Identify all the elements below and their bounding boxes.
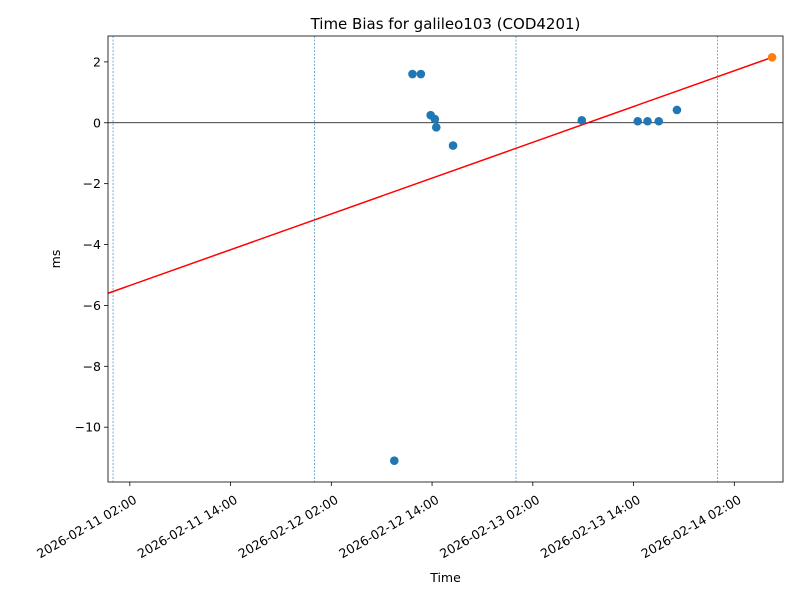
chart-title: Time Bias for galileo103 (COD4201) [310,15,581,33]
data-point [643,116,652,126]
vertical-marker-lines [112,36,718,482]
y-tick-label: 0 [93,115,101,130]
data-point [389,456,399,465]
trend-line [107,56,773,294]
data-point [416,69,426,79]
data-point [633,116,643,126]
x-tick-label: 2026-02-14 02:00 [639,492,744,561]
data-point [577,116,587,125]
x-tick-label: 2026-02-12 14:00 [336,492,441,561]
y-tick-label: −2 [83,176,101,191]
y-tick-label: −6 [83,298,101,313]
x-tick-label: 2026-02-12 02:00 [236,492,341,561]
y-axis-label: ms [48,250,63,269]
data-point [672,105,682,115]
x-tick-label: 2026-02-13 14:00 [538,492,643,561]
data-point [430,114,440,124]
data-point [448,141,458,150]
x-tick-label: 2026-02-11 02:00 [34,492,139,561]
y-axis-ticks: 2 0 −2 −4 −6 −8 −10 [75,54,108,435]
plot-frame [107,35,784,483]
data-point [767,53,777,62]
data-point [408,69,417,79]
data-point [431,123,441,132]
data-point [654,116,664,126]
x-tick-label: 2026-02-13 02:00 [437,492,542,561]
y-tick-label: −10 [75,420,101,435]
x-axis-label: Time [429,570,461,585]
x-tick-label: 2026-02-11 14:00 [135,492,240,561]
data-points [389,53,777,465]
y-tick-label: 2 [93,54,101,69]
plot-area [108,36,783,482]
y-tick-label: −4 [83,237,101,252]
y-tick-label: −8 [83,359,101,374]
